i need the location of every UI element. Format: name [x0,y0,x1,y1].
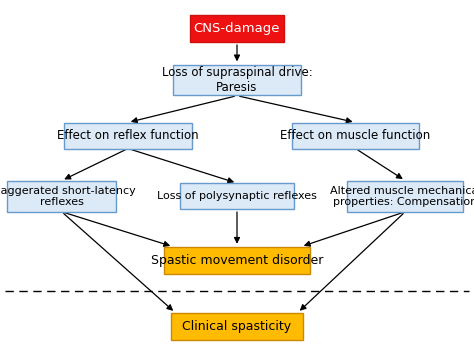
Text: Loss of supraspinal drive:
Paresis: Loss of supraspinal drive: Paresis [162,66,312,94]
Text: Clinical spasticity: Clinical spasticity [182,320,292,333]
FancyBboxPatch shape [180,183,294,209]
FancyBboxPatch shape [171,313,303,340]
FancyBboxPatch shape [64,123,192,149]
FancyBboxPatch shape [173,65,301,95]
FancyBboxPatch shape [190,15,284,42]
FancyBboxPatch shape [164,247,310,274]
Text: Spastic movement disorder: Spastic movement disorder [151,254,323,267]
FancyBboxPatch shape [7,181,116,211]
Text: Exaggerated short-latency
reflexes: Exaggerated short-latency reflexes [0,186,136,207]
Text: Effect on muscle function: Effect on muscle function [281,129,430,142]
Text: CNS-damage: CNS-damage [194,22,280,35]
Text: Loss of polysynaptic reflexes: Loss of polysynaptic reflexes [157,191,317,201]
FancyBboxPatch shape [292,123,419,149]
Text: Altered muscle mechanical
properties: Compensation: Altered muscle mechanical properties: Co… [329,186,474,207]
FancyBboxPatch shape [347,181,463,211]
Text: Effect on reflex function: Effect on reflex function [57,129,199,142]
